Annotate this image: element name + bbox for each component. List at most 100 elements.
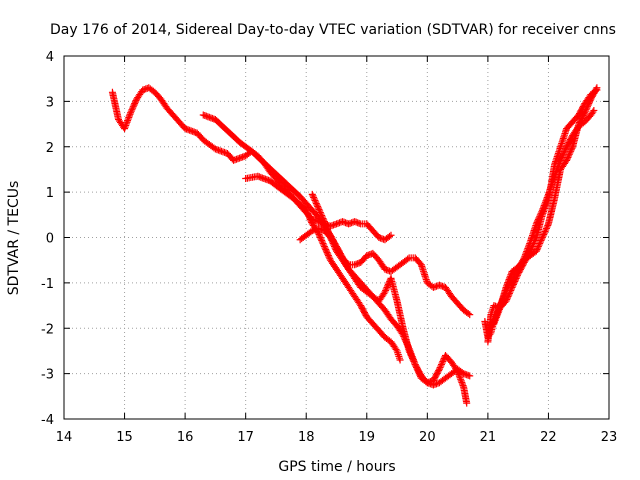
data-point-track-h <box>507 271 515 279</box>
data-point-track-a <box>126 110 134 118</box>
y-tick-label: 1 <box>46 186 54 201</box>
y-tick-label: 3 <box>46 95 54 110</box>
data-point-track-g <box>542 201 550 209</box>
data-point-track-b <box>380 289 388 297</box>
data-point-track-e <box>413 364 421 372</box>
data-point-track-c <box>321 244 329 252</box>
data-point-track-e <box>409 354 417 362</box>
data-point-track-h <box>542 224 550 232</box>
data-point-track-h <box>567 147 575 155</box>
data-point-track-h <box>490 320 498 328</box>
data-point-track-b <box>383 283 391 291</box>
data-point-track-c <box>392 345 400 353</box>
data-point-track-e <box>459 382 467 390</box>
data-point-track-e <box>439 358 447 366</box>
x-tick-label: 21 <box>480 430 497 445</box>
data-point-track-e <box>408 353 416 361</box>
data-point-track-e <box>320 216 328 224</box>
data-point-track-c <box>395 354 403 362</box>
y-tick-label: -1 <box>41 277 54 292</box>
data-point-track-h <box>492 315 500 323</box>
data-point-track-g <box>513 273 521 281</box>
data-point-track-e <box>436 364 444 372</box>
y-axis-label: SDTVAR / TECUs <box>6 181 22 296</box>
data-point-track-a <box>125 112 133 120</box>
data-point-track-c <box>307 217 315 225</box>
data-point-track-h <box>567 146 575 154</box>
data-point-track-h <box>584 101 592 109</box>
data-point-track-g <box>530 240 538 248</box>
data-point-track-h <box>505 275 513 283</box>
data-point-track-h <box>582 106 590 114</box>
data-point-track-c <box>315 230 323 238</box>
data-point-track-c <box>326 255 334 263</box>
data-point-track-e <box>406 348 414 356</box>
x-tick-label: 19 <box>359 430 376 445</box>
data-point-track-e <box>438 359 446 367</box>
data-point-track-e <box>317 210 325 218</box>
data-point-track-c <box>323 249 331 257</box>
data-point-track-g <box>511 276 519 284</box>
data-point-track-h <box>581 109 589 117</box>
data-point-track-e <box>312 198 320 206</box>
x-tick-label: 17 <box>237 430 254 445</box>
data-point-track-h <box>562 158 570 166</box>
data-point-track-h <box>491 318 499 326</box>
y-tick-label: 0 <box>46 232 54 247</box>
data-point-track-g <box>528 243 536 251</box>
data-point-track-e <box>319 215 327 223</box>
data-point-track-h <box>538 234 546 241</box>
data-point-track-h <box>492 313 500 321</box>
data-point-track-h <box>539 232 547 240</box>
data-point-track-h <box>503 282 511 290</box>
data-point-track-e <box>404 342 412 350</box>
data-point-track-h <box>504 277 512 285</box>
data-point-track-g <box>510 279 518 287</box>
data-point-track-e <box>402 339 410 347</box>
data-point-track-e <box>325 230 333 238</box>
data-point-track-e <box>402 337 410 345</box>
data-point-track-e <box>315 206 323 214</box>
data-point-track-h <box>537 237 545 245</box>
data-point-track-g <box>507 285 515 293</box>
data-point-track-f <box>558 153 566 161</box>
data-point-track-e <box>458 378 466 386</box>
data-point-track-c <box>303 208 311 216</box>
data-point-track-g <box>540 208 548 216</box>
data-point-track-c <box>395 352 403 360</box>
data-point-track-e <box>437 362 445 370</box>
data-point-track-a <box>131 98 139 106</box>
data-point-track-c <box>324 250 332 258</box>
data-point-track-a <box>385 232 393 240</box>
data-point-track-e <box>310 195 318 203</box>
data-point-track-e <box>313 201 321 209</box>
data-point-track-e <box>312 199 320 207</box>
data-point-track-a <box>210 144 218 152</box>
data-point-track-e <box>401 336 409 344</box>
data-point-track-e <box>332 246 340 254</box>
data-point-track-e <box>415 370 423 378</box>
data-point-track-e <box>415 368 423 376</box>
data-point-track-h <box>495 305 503 313</box>
data-point-track-e <box>437 361 445 369</box>
data-point-track-e <box>327 235 335 243</box>
data-point-track-h <box>541 227 549 235</box>
data-point-track-g <box>509 282 517 290</box>
data-point-track-c <box>308 218 316 226</box>
data-point-track-b <box>466 372 474 380</box>
data-point-track-h <box>494 310 502 318</box>
data-point-track-e <box>398 330 406 338</box>
data-point-track-e <box>457 375 465 383</box>
data-point-track-c <box>319 240 327 248</box>
data-point-track-a <box>127 109 135 117</box>
data-point-track-e <box>399 331 407 339</box>
data-point-track-h <box>592 85 600 93</box>
data-point-track-h <box>581 107 589 115</box>
data-point-track-g <box>544 197 552 205</box>
data-point-track-e <box>435 365 443 373</box>
data-point-track-e <box>323 226 331 234</box>
data-point-track-e <box>409 356 417 364</box>
data-point-track-e <box>316 209 324 217</box>
data-point-track-e <box>326 232 334 240</box>
